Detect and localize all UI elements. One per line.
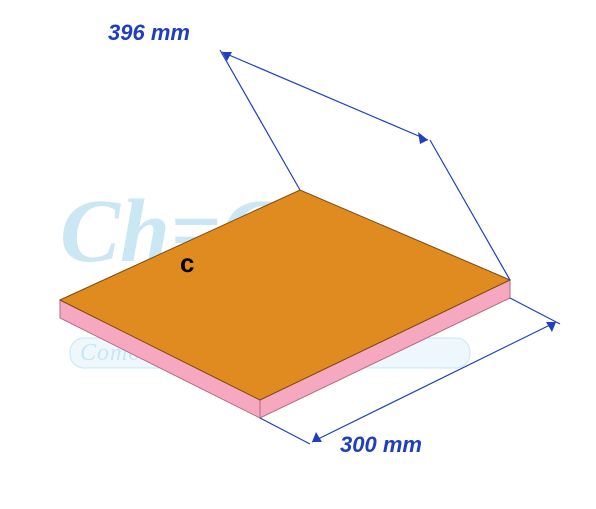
dimension-depth-label: 396 mm bbox=[108, 20, 190, 46]
part-label: c bbox=[180, 248, 194, 279]
dimension-width-label: 300 mm bbox=[340, 432, 422, 458]
diagram-stage: Ch=Ch ComoHacerComoHacer.com 396 mm 300 … bbox=[0, 0, 596, 509]
diagram-svg bbox=[0, 0, 596, 509]
